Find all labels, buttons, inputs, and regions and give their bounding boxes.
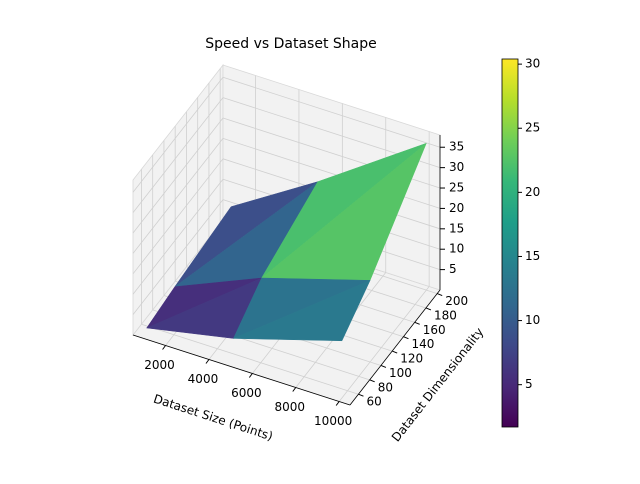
y-tick-label: 60 bbox=[366, 395, 381, 409]
colorbar-tick-label: 20 bbox=[525, 185, 540, 199]
z-tick-label: 20 bbox=[449, 201, 464, 215]
y-tick-label: 80 bbox=[378, 380, 393, 394]
axis-line bbox=[349, 289, 441, 406]
y-tick bbox=[425, 307, 432, 311]
y-tick bbox=[369, 379, 375, 383]
grid-line bbox=[132, 138, 224, 254]
x-tick bbox=[162, 345, 166, 350]
x-tick bbox=[205, 359, 210, 364]
x-tick bbox=[292, 387, 297, 392]
surface-face bbox=[233, 279, 371, 342]
x-tick bbox=[248, 373, 253, 378]
colorbar-tick-label: 5 bbox=[525, 377, 533, 391]
grid-line bbox=[141, 323, 359, 395]
y-tick-label: 160 bbox=[423, 323, 446, 337]
y-axis-label: Dataset Dimensionality bbox=[389, 325, 486, 444]
grid-line bbox=[132, 199, 224, 315]
x-tick-label: 6000 bbox=[231, 386, 262, 400]
x-tick bbox=[335, 401, 340, 406]
y-tick-label: 120 bbox=[400, 352, 423, 366]
y-tick bbox=[380, 365, 387, 368]
y-tick-label: 140 bbox=[411, 337, 434, 351]
colorbar-tick-label: 10 bbox=[525, 313, 540, 327]
x-tick-label: 2000 bbox=[144, 358, 175, 372]
z-tick-label: 30 bbox=[449, 160, 464, 174]
colorbar-tick-label: 30 bbox=[525, 57, 540, 71]
x-tick-label: 8000 bbox=[274, 400, 305, 414]
z-tick-label: 5 bbox=[449, 262, 457, 276]
z-tick-label: 10 bbox=[449, 242, 464, 256]
y-tick bbox=[358, 393, 364, 397]
grid-line bbox=[132, 178, 224, 295]
grid-line bbox=[132, 117, 224, 234]
y-tick bbox=[392, 350, 398, 354]
grid-line bbox=[132, 76, 224, 193]
axis-line bbox=[132, 334, 351, 406]
y-tick bbox=[437, 293, 443, 297]
colorbar bbox=[501, 58, 519, 428]
chart-title: Speed vs Dataset Shape bbox=[205, 36, 376, 52]
z-tick-label: 25 bbox=[449, 181, 464, 195]
z-tick-label: 35 bbox=[449, 140, 464, 154]
grid-line bbox=[132, 158, 224, 275]
y-tick bbox=[403, 336, 409, 340]
y-tick bbox=[414, 321, 420, 325]
x-tick-label: 10000 bbox=[314, 414, 352, 428]
colorbar-tick-label: 25 bbox=[525, 121, 540, 135]
grid-line bbox=[338, 286, 430, 402]
x-tick-label: 4000 bbox=[188, 372, 219, 386]
colorbar-tick-label: 15 bbox=[525, 249, 540, 263]
grid-line bbox=[132, 97, 224, 213]
y-tick-label: 180 bbox=[434, 308, 457, 322]
y-tick-label: 100 bbox=[389, 366, 412, 380]
grid-line bbox=[222, 76, 441, 148]
y-tick-label: 200 bbox=[445, 294, 468, 308]
z-tick-label: 15 bbox=[449, 221, 464, 235]
